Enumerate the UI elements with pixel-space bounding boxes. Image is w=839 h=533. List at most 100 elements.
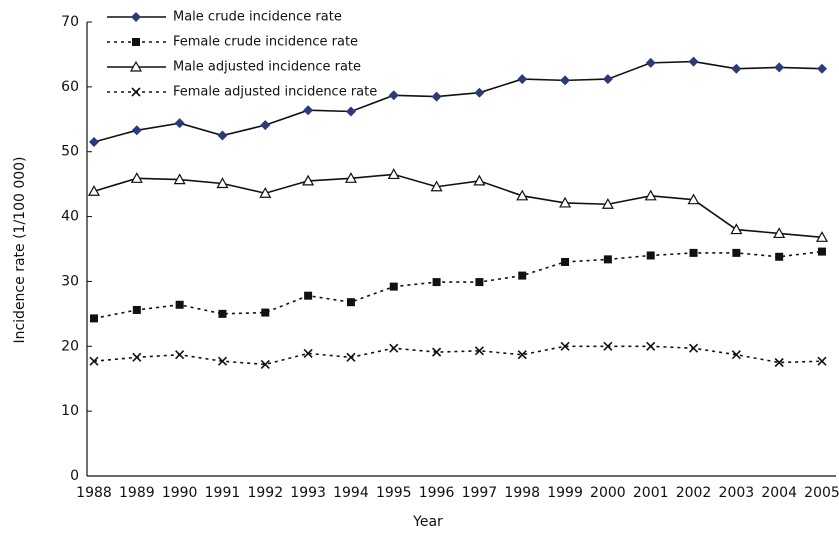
x-tick-label: 1997 — [462, 485, 498, 501]
series-line — [93, 345, 823, 366]
x-tick-label: 2002 — [676, 485, 712, 501]
y-tick-label: 20 — [61, 338, 79, 354]
data-point — [817, 63, 827, 74]
data-point — [646, 251, 655, 260]
data-point — [345, 106, 356, 117]
x-tick-label: 1995 — [376, 485, 412, 501]
data-point — [175, 300, 184, 309]
data-point — [559, 196, 572, 208]
data-point — [644, 189, 657, 201]
data-point — [389, 343, 399, 353]
data-point — [561, 257, 570, 266]
data-point — [602, 74, 613, 85]
data-point — [688, 56, 699, 67]
x-tick-label: 2000 — [590, 485, 626, 501]
data-point — [774, 357, 784, 368]
x-tick-label: 1998 — [504, 485, 540, 501]
legend-label: Female adjusted incidence rate — [173, 85, 377, 100]
data-point — [601, 198, 614, 209]
data-point — [389, 282, 398, 291]
x-tick-label: 2003 — [719, 485, 755, 501]
data-point — [132, 352, 142, 362]
data-point — [731, 350, 741, 360]
x-tick-label: 2004 — [761, 485, 797, 501]
data-point — [346, 298, 355, 307]
series-line — [93, 173, 823, 239]
x-tick-label: 1990 — [162, 485, 198, 501]
y-tick-label: 10 — [61, 403, 79, 419]
data-point — [303, 105, 314, 116]
data-point — [518, 271, 527, 280]
data-point — [432, 278, 441, 287]
data-point — [818, 247, 826, 256]
x-tick-label: 1996 — [419, 485, 455, 501]
data-point — [216, 177, 229, 189]
data-point — [815, 231, 829, 242]
data-point — [774, 62, 785, 73]
data-point — [688, 343, 699, 353]
legend-marker — [131, 87, 141, 97]
data-point — [217, 356, 228, 366]
data-point — [130, 172, 143, 183]
data-point — [731, 63, 742, 74]
x-tick-label: 1992 — [247, 485, 283, 501]
y-tick-label: 0 — [70, 468, 79, 484]
data-point — [732, 248, 741, 257]
series-line — [93, 60, 823, 143]
data-point — [517, 74, 528, 85]
legend-label: Male adjusted incidence rate — [173, 60, 361, 75]
data-point — [430, 180, 443, 192]
y-tick-label: 40 — [61, 209, 79, 225]
data-point — [560, 75, 571, 86]
data-point — [517, 350, 527, 360]
data-point — [645, 57, 656, 68]
data-point — [387, 168, 400, 180]
data-point — [90, 314, 98, 323]
data-point — [475, 278, 484, 287]
data-point — [260, 359, 270, 370]
data-point — [687, 193, 700, 205]
x-tick-label: 1988 — [76, 485, 112, 501]
data-point — [304, 291, 313, 300]
data-point — [260, 120, 271, 131]
x-tick-label: 1993 — [290, 485, 326, 501]
data-point — [344, 172, 357, 183]
data-point — [775, 252, 784, 261]
y-tick-label: 70 — [61, 14, 79, 30]
legend-marker — [129, 60, 143, 72]
data-point — [218, 309, 227, 318]
data-point — [89, 136, 99, 147]
data-point — [473, 174, 486, 186]
data-point — [132, 305, 141, 314]
data-point — [560, 341, 570, 351]
data-point — [174, 118, 185, 129]
data-point — [474, 346, 484, 356]
data-point — [217, 130, 228, 141]
data-point — [730, 223, 743, 235]
x-tick-label: 2005 — [804, 485, 839, 501]
data-point — [346, 352, 356, 362]
x-axis-title: Year — [412, 514, 443, 530]
data-point — [474, 87, 485, 98]
data-point — [431, 91, 442, 102]
y-axis-title: Incidence rate (1/100 000) — [12, 156, 28, 343]
data-point — [259, 186, 272, 198]
data-point — [261, 308, 270, 317]
data-point — [603, 341, 613, 351]
x-tick-label: 1994 — [333, 485, 369, 501]
y-tick-label: 60 — [61, 79, 79, 95]
data-point — [603, 255, 612, 264]
data-point — [173, 173, 186, 185]
legend-marker — [132, 38, 140, 46]
data-point — [303, 348, 313, 358]
legend-label: Male crude incidence rate — [173, 10, 342, 25]
data-point — [131, 125, 142, 136]
legend-label: Female crude incidence rate — [173, 35, 358, 50]
x-tick-label: 2001 — [633, 485, 669, 501]
data-point — [302, 174, 315, 186]
x-tick-label: 1989 — [119, 485, 155, 501]
legend-marker — [131, 12, 141, 22]
y-tick-label: 30 — [61, 273, 79, 289]
data-point — [388, 90, 399, 101]
